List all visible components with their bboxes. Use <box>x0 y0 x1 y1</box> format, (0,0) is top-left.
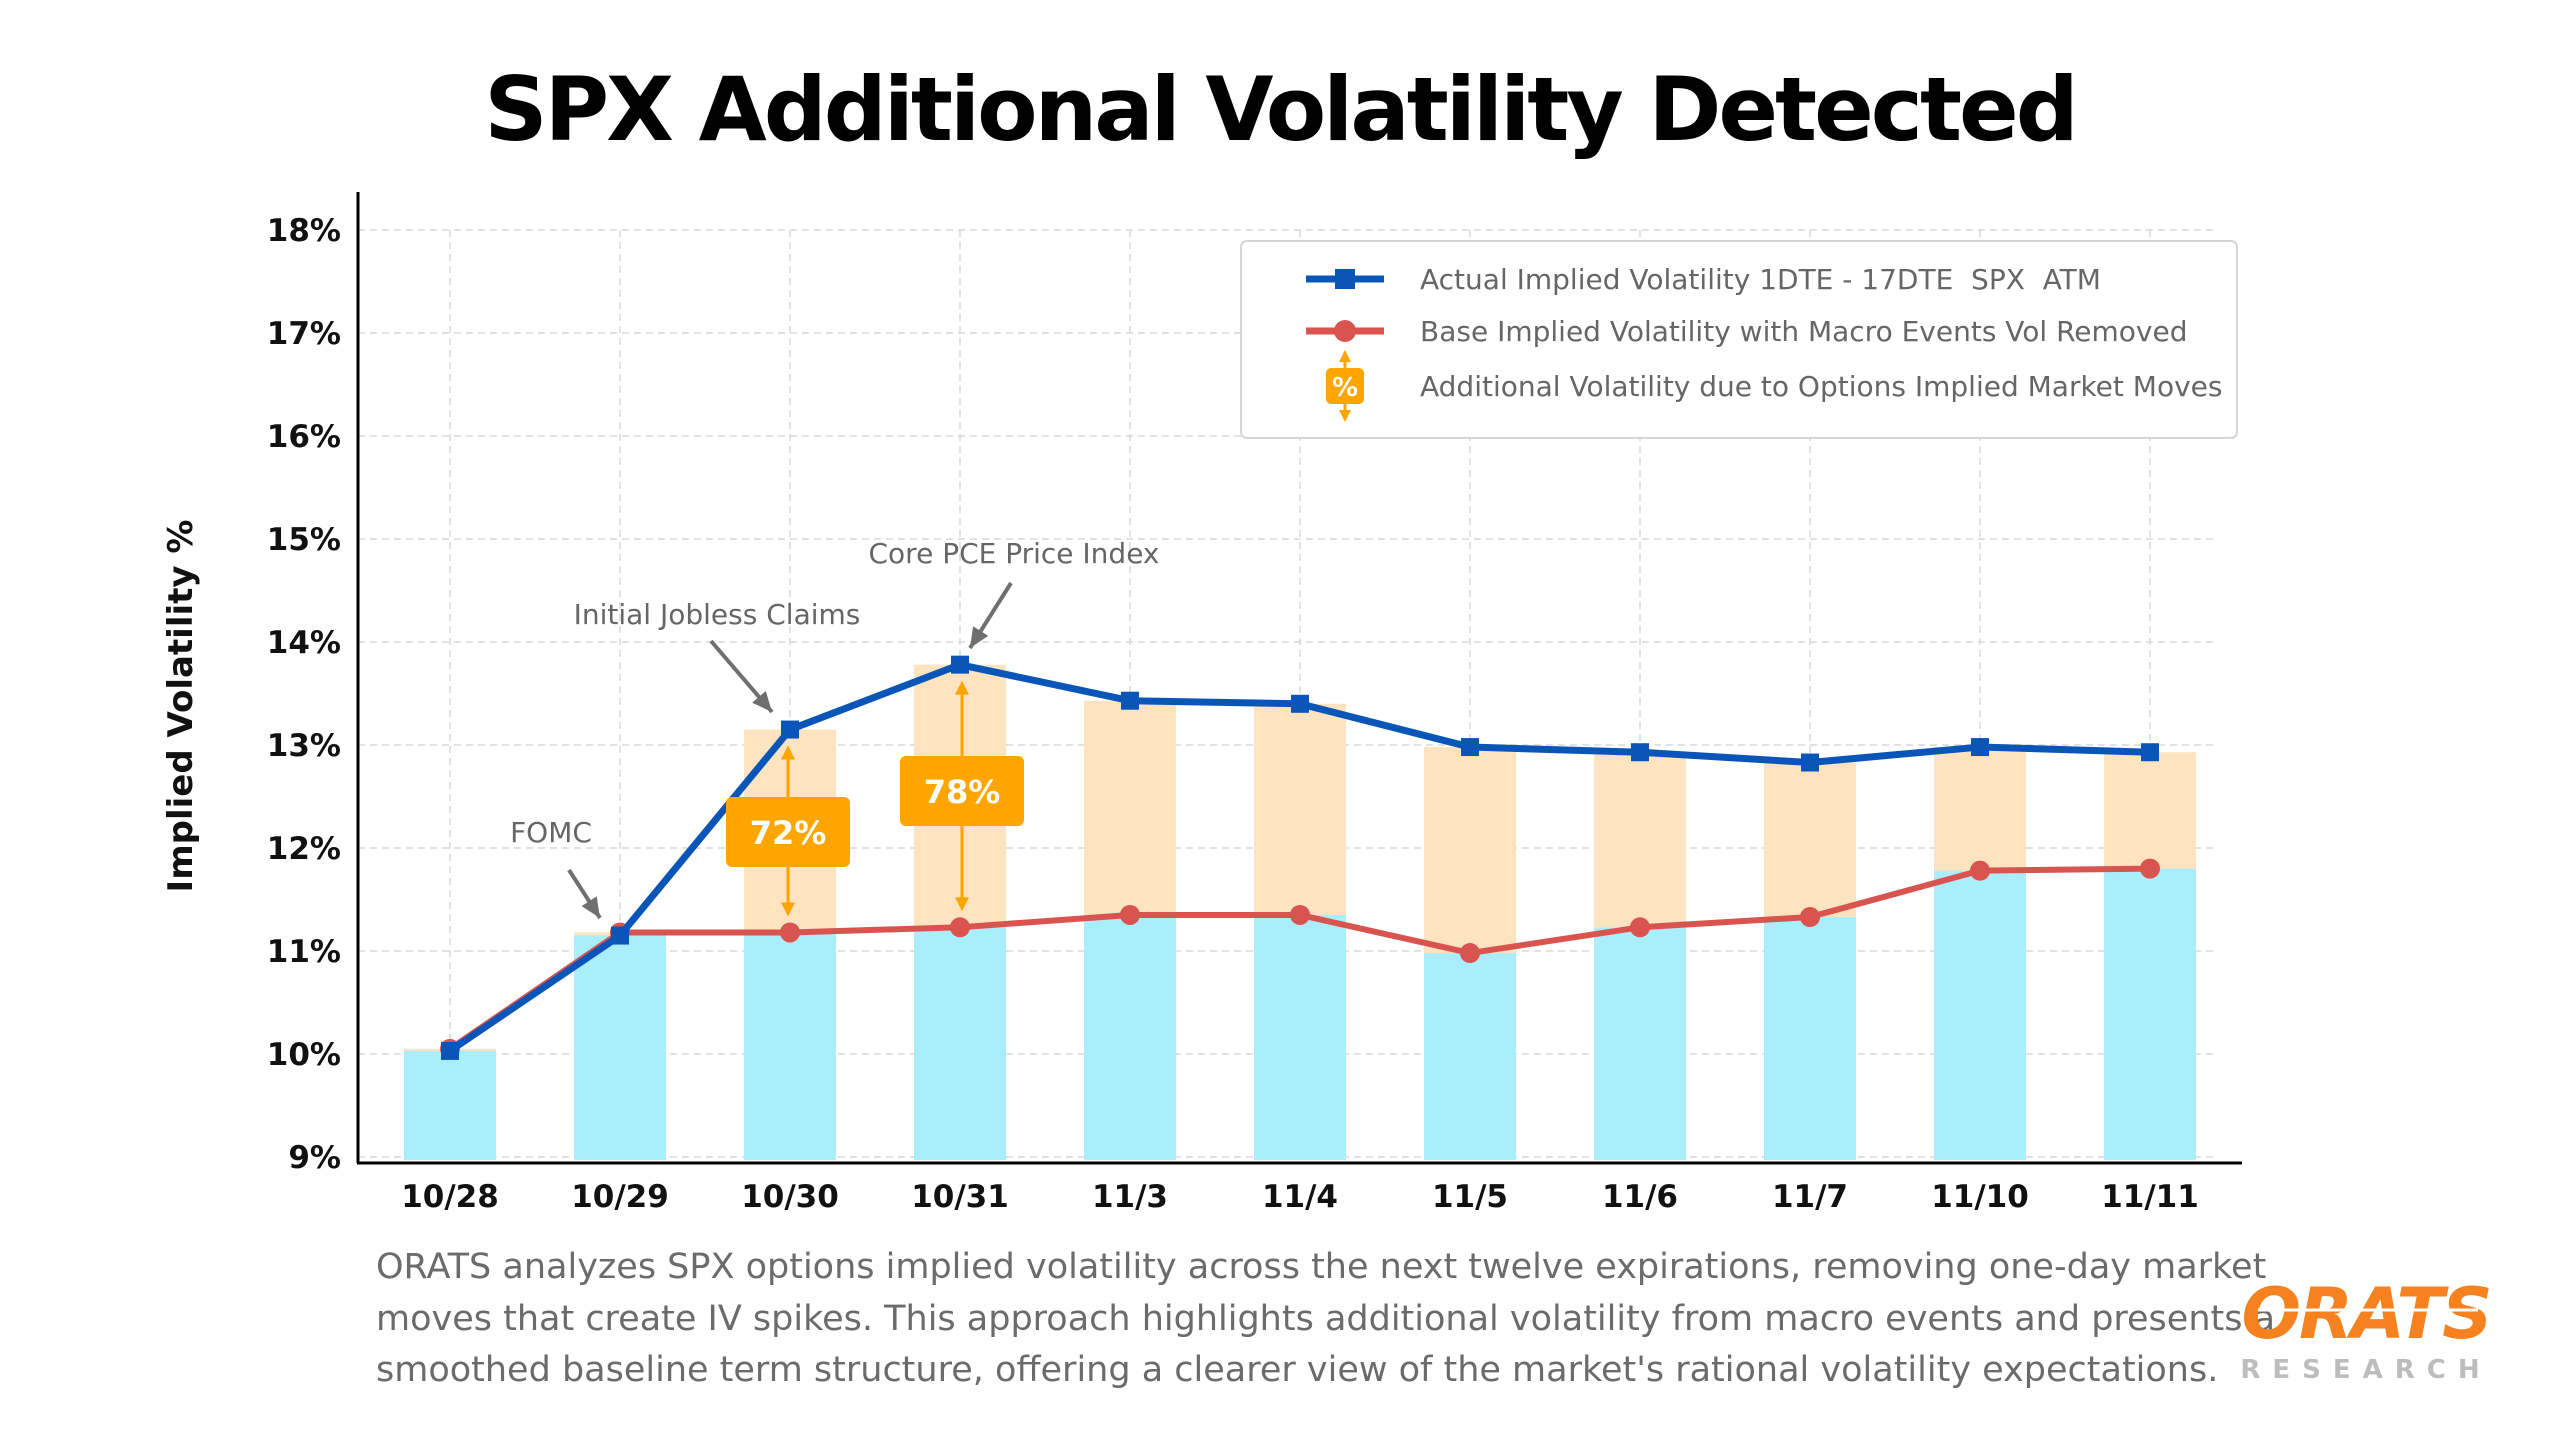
legend-box <box>1240 240 2238 439</box>
base-bar <box>1084 914 1176 1160</box>
y-tick-label: 11% <box>267 934 341 970</box>
additional-bar <box>1254 703 1346 915</box>
annotation-label: Core PCE Price Index <box>868 537 1159 570</box>
actual-point <box>951 655 969 674</box>
arrow-head-up <box>781 745 795 760</box>
badge-box <box>726 797 850 867</box>
legend: Actual Implied Volatility 1DTE - 17DTE S… <box>1240 240 2238 439</box>
base-bar <box>404 1048 496 1160</box>
base-point <box>1290 904 1310 925</box>
y-tick-label: 13% <box>267 728 341 764</box>
base-point <box>1970 860 1990 881</box>
annotation-label: FOMC <box>510 816 592 849</box>
base-bar <box>1764 917 1856 1160</box>
additional-bar <box>1934 747 2026 871</box>
base-bar <box>744 932 836 1160</box>
x-tick-label: 11/11 <box>2101 1179 2199 1215</box>
y-tick-label: 14% <box>267 625 341 661</box>
x-tick-label: 11/10 <box>1931 1179 2029 1215</box>
legend-additional-label: Additional Volatility due to Options Imp… <box>1420 370 2222 403</box>
base-point <box>1800 907 1820 928</box>
x-tick-label: 11/7 <box>1772 1179 1848 1215</box>
base-bar <box>1424 953 1516 1160</box>
x-tick-label: 11/3 <box>1092 1179 1168 1215</box>
actual-point <box>611 926 629 945</box>
legend-base-marker <box>1334 320 1356 342</box>
additional-bar <box>1594 752 1686 928</box>
y-tick-label: 9% <box>288 1140 341 1176</box>
base-point <box>1460 943 1480 964</box>
annotation-arrowhead <box>581 896 600 918</box>
additional-bar <box>1084 700 1176 915</box>
base-bar <box>1254 914 1346 1160</box>
annotation-label: Initial Jobless Claims <box>574 598 861 631</box>
arrow-head-up <box>955 680 969 695</box>
legend-base-label: Base Implied Volatility with Macro Event… <box>1420 315 2188 348</box>
chart-title: SPX Additional Volatility Detected <box>484 58 2075 161</box>
y-tick-label: 10% <box>267 1037 341 1073</box>
additional-bar <box>1764 762 1856 918</box>
base-point <box>1120 904 1140 925</box>
base-point <box>950 917 970 938</box>
actual-point <box>441 1041 459 1060</box>
legend-actual-marker <box>1335 269 1355 289</box>
actual-point <box>1461 738 1479 757</box>
arrow-head-down <box>781 902 795 917</box>
caption-line-1: ORATS analyzes SPX options implied volat… <box>376 1247 2266 1287</box>
base-bar <box>1934 870 2026 1160</box>
y-tick-labels: 9% 10% 11% 12% 13% 14% 15% 16% 17% 18% <box>267 213 341 1176</box>
badge-label: 72% <box>750 814 827 852</box>
y-tick-label: 18% <box>267 213 341 249</box>
bars <box>404 664 2196 1160</box>
y-tick-label: 12% <box>267 831 341 867</box>
base-point <box>2140 858 2160 879</box>
base-bar <box>574 932 666 1160</box>
x-tick-label: 10/28 <box>401 1179 499 1215</box>
actual-point <box>1631 743 1649 762</box>
actual-point <box>781 720 799 739</box>
caption-line-3: smoothed baseline term structure, offeri… <box>376 1350 2218 1390</box>
x-tick-label: 11/4 <box>1262 1179 1338 1215</box>
actual-point <box>2141 743 2159 762</box>
annotation-arrowhead <box>752 690 772 712</box>
actual-point <box>1291 694 1309 713</box>
actual-point <box>1121 691 1139 710</box>
actual-point <box>1801 753 1819 772</box>
base-point <box>780 922 800 943</box>
base-bar <box>2104 868 2196 1160</box>
svg-text:%: % <box>1332 373 1358 403</box>
percent-arrow-icon: % <box>1326 350 1364 422</box>
x-tick-label: 11/6 <box>1602 1179 1678 1215</box>
x-tick-label: 10/29 <box>571 1179 669 1215</box>
y-axis-label: Implied Volatility % <box>161 520 201 893</box>
base-point <box>1630 917 1650 938</box>
actual-point <box>1971 738 1989 757</box>
arrow-head-down <box>955 897 969 912</box>
x-tick-labels: 10/28 10/29 10/30 10/31 11/3 11/4 11/5 11/6 11/7… <box>401 1179 2199 1215</box>
base-bar <box>1594 927 1686 1160</box>
y-tick-label: 17% <box>267 316 341 352</box>
badge-label: 78% <box>924 773 1001 811</box>
x-tick-label: 11/5 <box>1432 1179 1508 1215</box>
caption-line-2: moves that create IV spikes. This approa… <box>376 1299 2275 1339</box>
badges: 72% 78% <box>726 680 1024 917</box>
additional-bar <box>1424 747 1516 954</box>
base-bar <box>914 927 1006 1160</box>
logo-wordmark: ORATS <box>2241 1273 2490 1355</box>
caption: ORATS analyzes SPX options implied volat… <box>376 1247 2275 1390</box>
logo-subtitle: RESEARCH <box>2240 1355 2491 1385</box>
y-tick-label: 16% <box>267 419 341 455</box>
orats-logo: ORATS RESEARCH <box>2240 1273 2492 1385</box>
x-tick-label: 10/30 <box>741 1179 839 1215</box>
x-tick-label: 10/31 <box>911 1179 1009 1215</box>
badge-box <box>900 756 1024 826</box>
axes <box>356 192 2242 1165</box>
annotation-arrowhead <box>970 626 989 648</box>
additional-bar <box>2104 752 2196 869</box>
legend-actual-label: Actual Implied Volatility 1DTE - 17DTE S… <box>1420 263 2101 296</box>
y-tick-label: 15% <box>267 522 341 558</box>
